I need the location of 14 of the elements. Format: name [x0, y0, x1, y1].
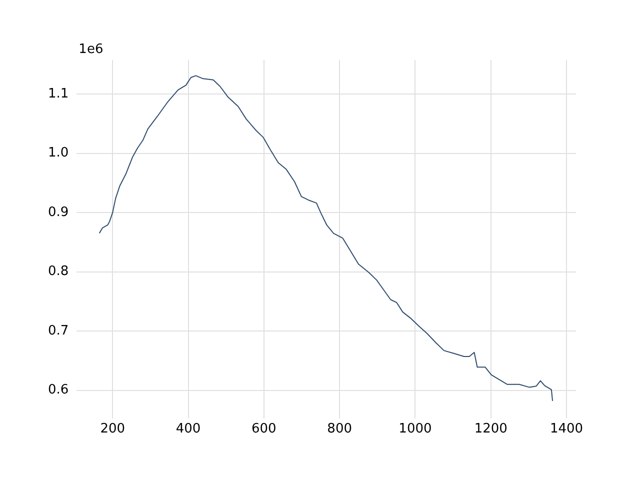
x-tick-label: 200 [100, 422, 126, 437]
y-tick-label: 0.8 [48, 264, 69, 280]
x-tick-label: 1400 [550, 422, 584, 437]
y-tick-label: 0.9 [48, 204, 69, 220]
x-tick-label: 600 [252, 422, 276, 437]
y-tick-label: 1.0 [48, 146, 69, 161]
x-tick-label: 1200 [474, 422, 508, 437]
y-tick-label: 0.6 [48, 382, 69, 398]
x-tick-label: 800 [327, 422, 352, 437]
text: 1e6 [78, 42, 104, 57]
y-tick-label: 1.1 [48, 86, 69, 102]
y-tick-label: 0.7 [48, 323, 69, 338]
x-tick-label: 1000 [398, 422, 432, 437]
x-tick-label: 400 [176, 422, 201, 437]
